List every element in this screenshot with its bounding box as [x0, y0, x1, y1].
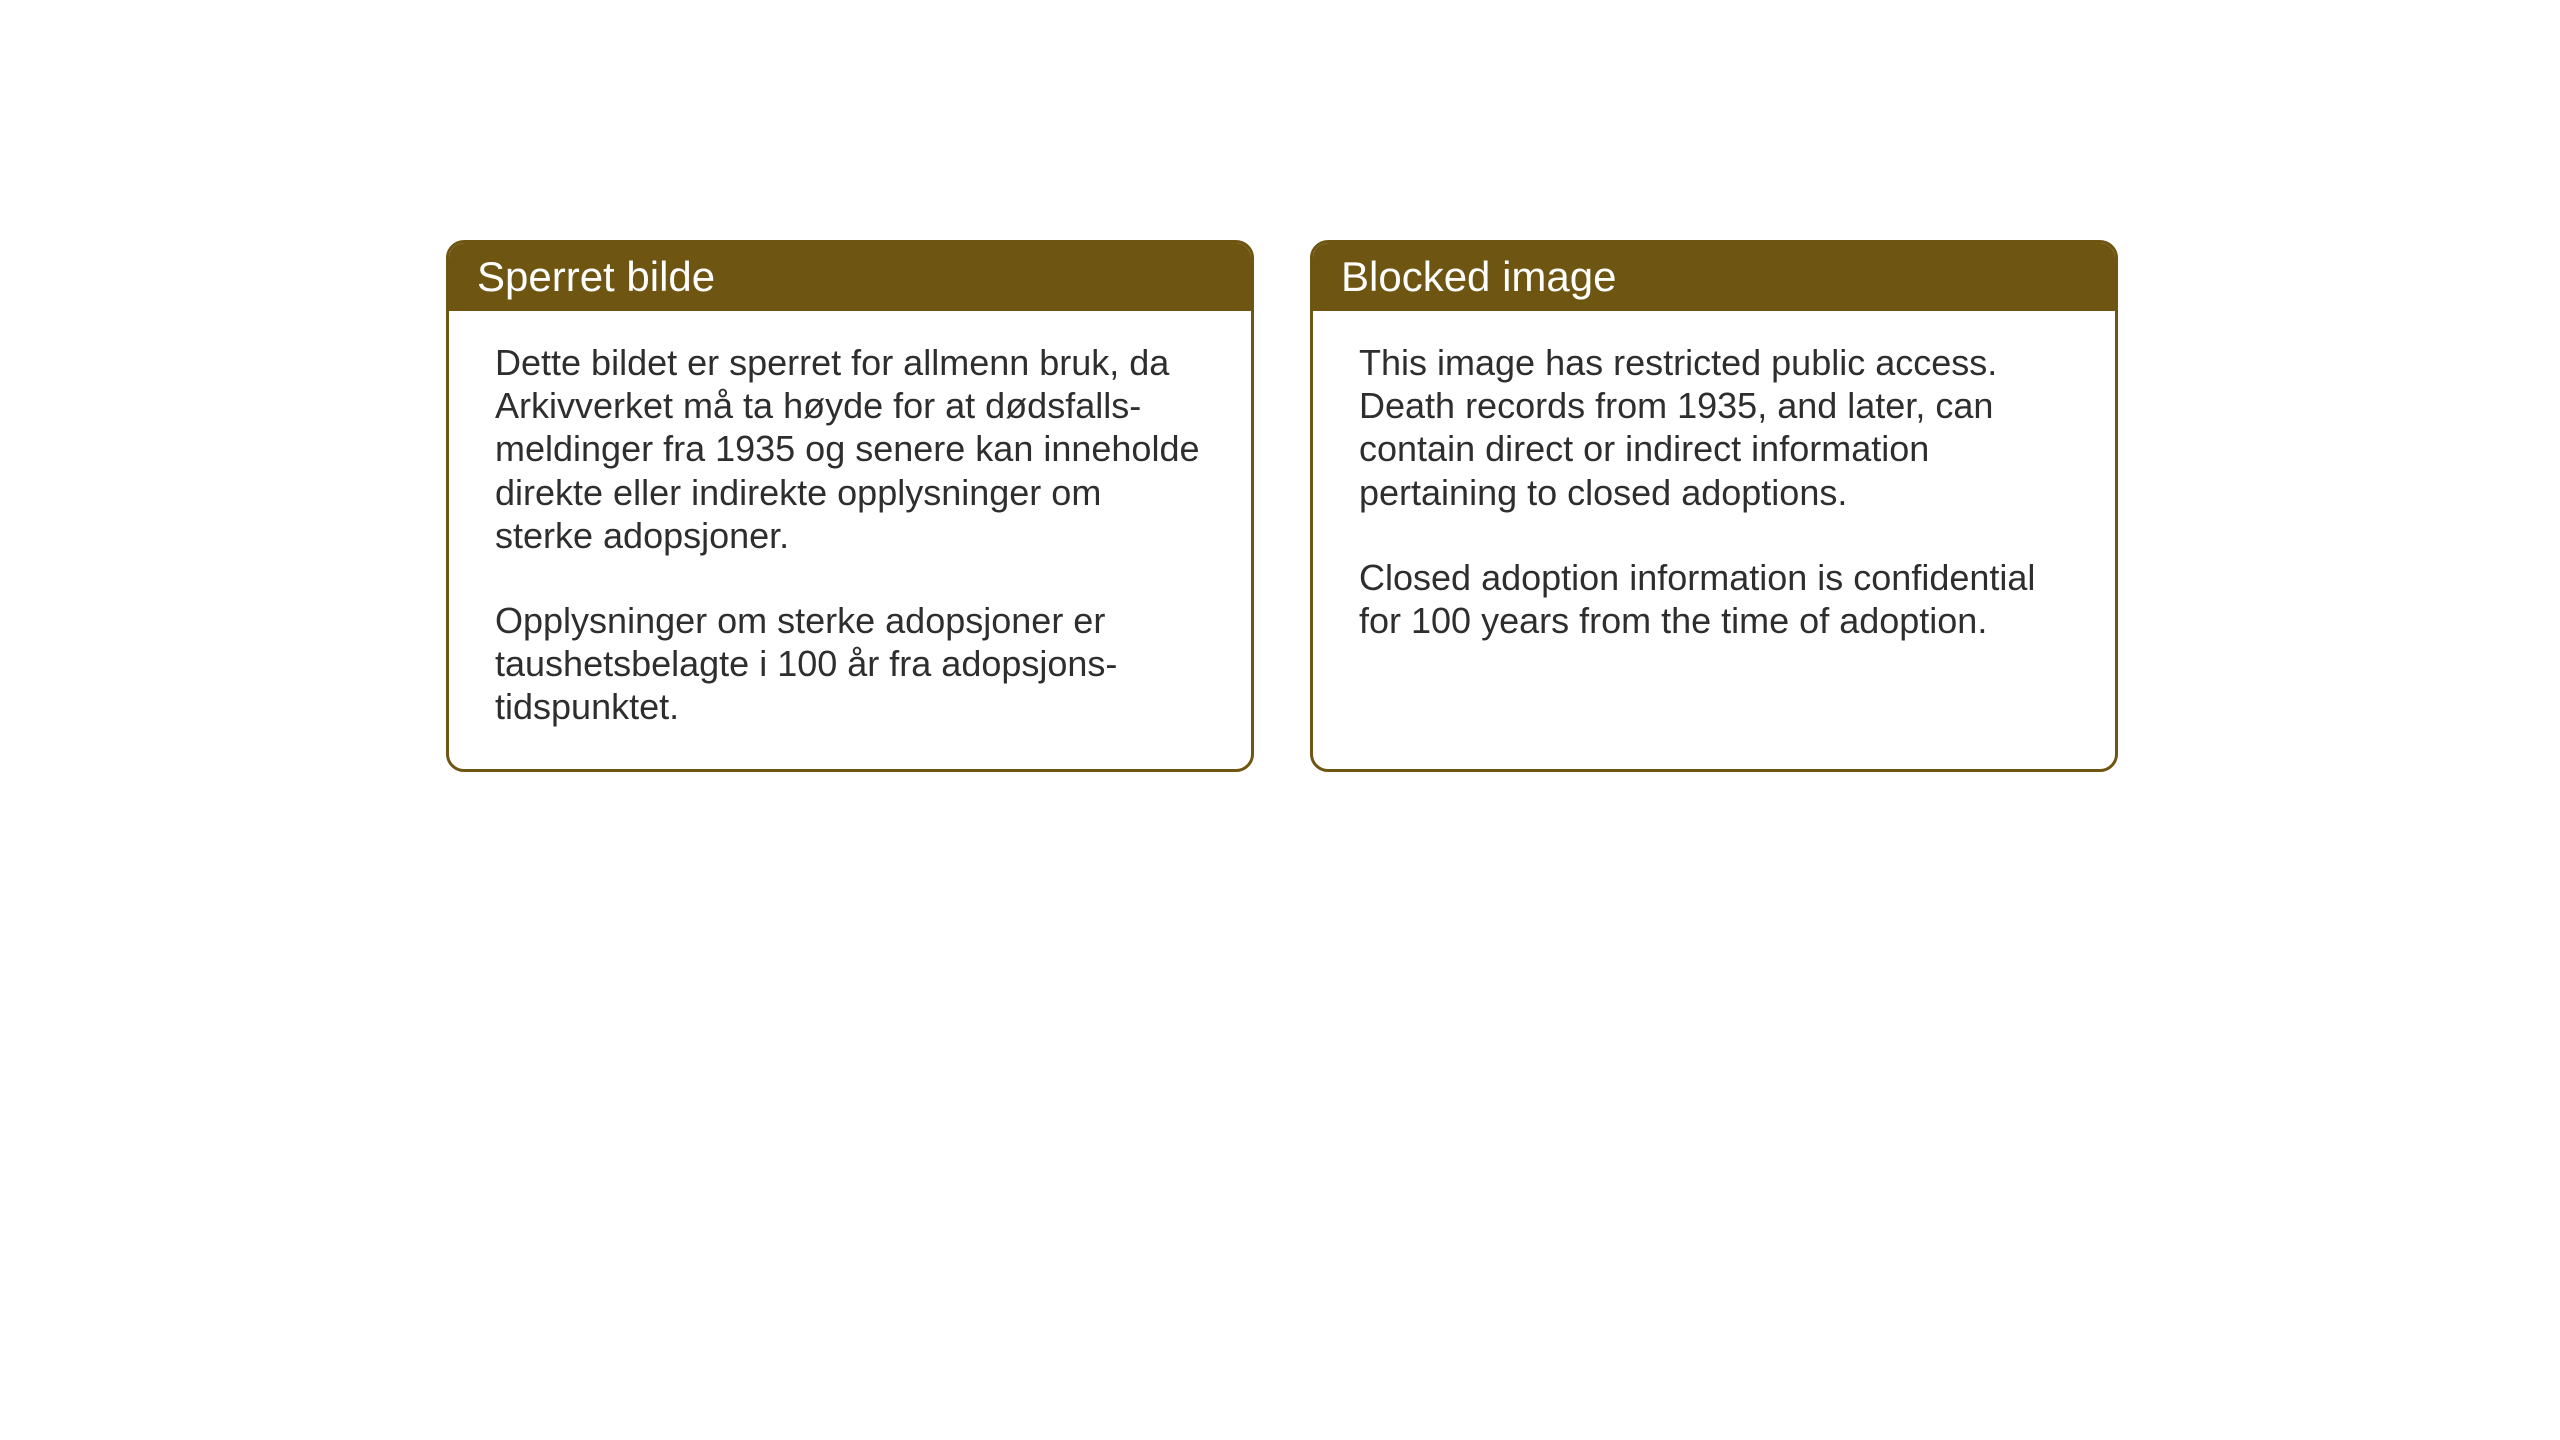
english-paragraph-2: Closed adoption information is confident…: [1359, 556, 2069, 642]
norwegian-paragraph-1: Dette bildet er sperret for allmenn bruk…: [495, 341, 1205, 557]
norwegian-notice-title: Sperret bilde: [449, 243, 1251, 311]
norwegian-notice-body: Dette bildet er sperret for allmenn bruk…: [449, 311, 1251, 769]
notice-container: Sperret bilde Dette bildet er sperret fo…: [446, 240, 2118, 772]
english-notice-body: This image has restricted public access.…: [1313, 311, 2115, 751]
norwegian-notice-box: Sperret bilde Dette bildet er sperret fo…: [446, 240, 1254, 772]
english-notice-box: Blocked image This image has restricted …: [1310, 240, 2118, 772]
english-notice-title: Blocked image: [1313, 243, 2115, 311]
english-paragraph-1: This image has restricted public access.…: [1359, 341, 2069, 514]
norwegian-paragraph-2: Opplysninger om sterke adopsjoner er tau…: [495, 599, 1205, 729]
